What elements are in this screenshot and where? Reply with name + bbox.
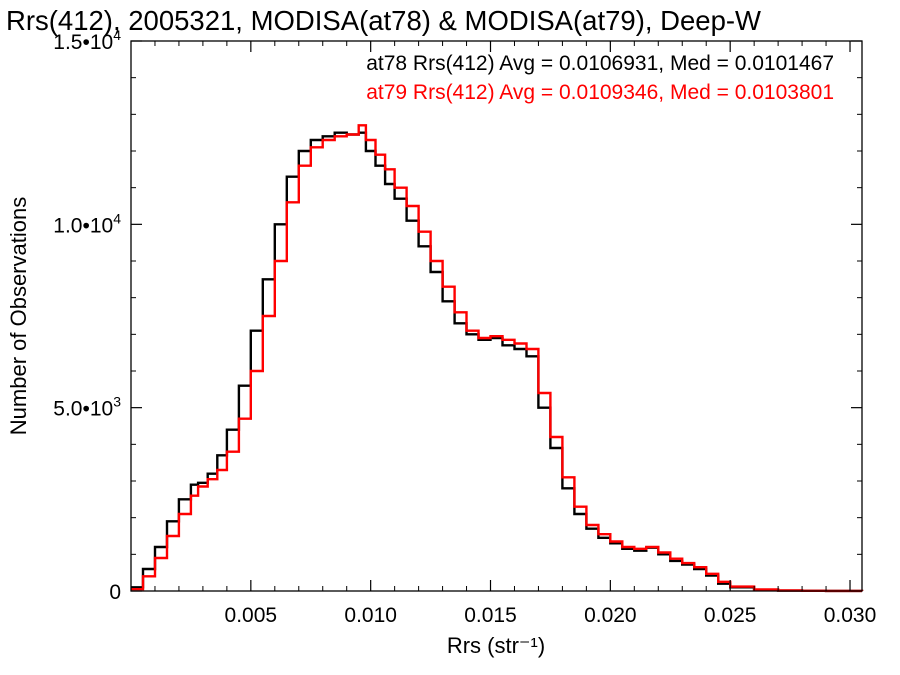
chart-title: Rrs(412), 2005321, MODISA(at78) & MODISA… [6,5,761,36]
x-tick-label: 0.025 [704,604,757,627]
y-tick-label: 0 [109,581,121,604]
plot-frame [130,40,863,592]
stats-annotation-2: at79 Rrs(412) Avg = 0.0109346, Med = 0.0… [366,81,834,104]
x-tick-label: 0.010 [344,604,397,627]
x-tick-label: 0.015 [464,604,517,627]
tick-layer: 0.005 0.010 0.015 0.020 0.025 0.030 0 5.0•103 1.… [53,27,876,627]
series-line-2 [131,124,864,593]
y-tick-label: 1.5•104 [53,27,121,54]
series-layer [131,124,864,593]
legend-annotations: at78 Rrs(412) Avg = 0.0106931, Med = 0.0… [366,52,834,104]
stats-annotation-1: at78 Rrs(412) Avg = 0.0106931, Med = 0.0… [366,52,834,75]
x-tick-label: 0.030 [824,604,877,627]
series-line-1 [131,131,864,593]
x-tick-label: 0.005 [225,604,278,627]
y-tick-label: 1.0•104 [53,210,121,237]
y-axis-label: Number of Observations [6,197,31,435]
x-axis-label: Rrs (str⁻¹) [447,633,545,658]
x-tick-label: 0.020 [584,604,637,627]
y-tick-label: 5.0•103 [53,394,121,421]
plot-area: 0.005 0.010 0.015 0.020 0.025 0.030 0 5.0•103 1.… [53,27,876,627]
